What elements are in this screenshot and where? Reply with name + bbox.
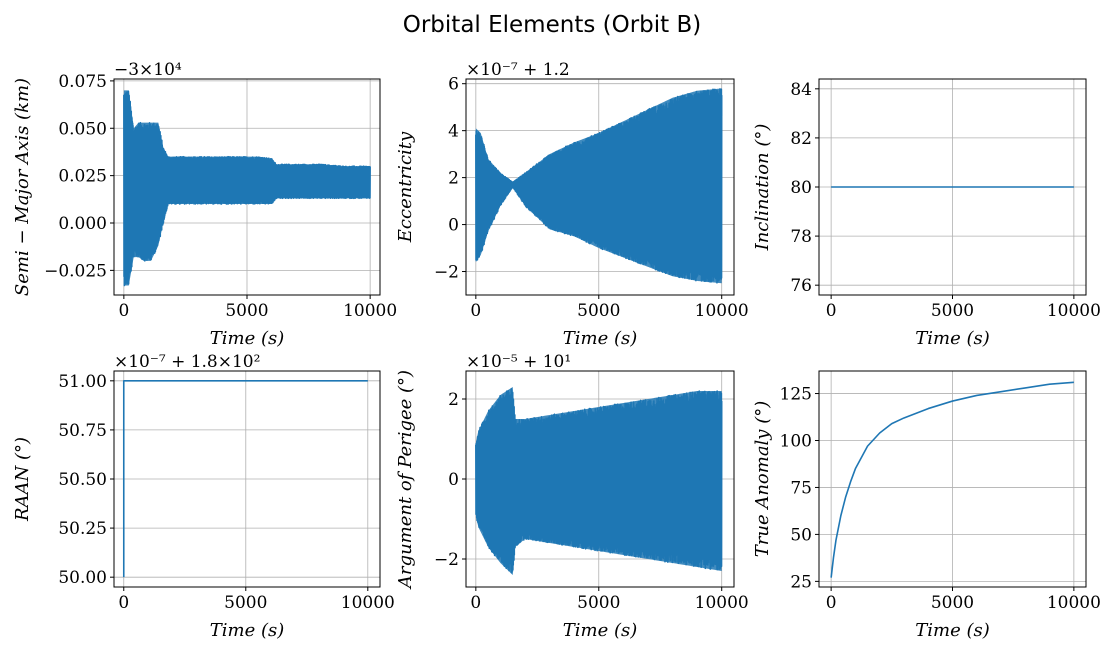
y-tick-label: 0	[448, 470, 459, 490]
series-line	[122, 380, 368, 578]
series-band	[475, 88, 722, 284]
y-tick-label: 4	[448, 122, 459, 142]
x-tick-label: 10000	[695, 301, 749, 321]
y-tick-label: 6	[448, 75, 459, 95]
y-tick-label: 84	[790, 80, 812, 100]
x-tick-label: 0	[826, 593, 837, 613]
x-tick-label: 10000	[343, 301, 397, 321]
y-tick-label: 78	[790, 227, 812, 247]
series-group	[122, 380, 368, 578]
y-axis-label: Argument of Perigee (°)	[395, 370, 416, 590]
x-tick-label: 10000	[1047, 593, 1101, 613]
y-tick-label: 2	[448, 390, 459, 410]
x-tick-label: 0	[118, 301, 129, 321]
y-tick-label: −0.025	[44, 261, 107, 281]
y-axis-label: Eccentricity	[395, 131, 416, 243]
y-tick-label: 50.50	[58, 470, 107, 490]
y-tick-label: 100	[780, 431, 812, 451]
y-tick-label: 50.00	[58, 568, 107, 588]
axis-offset-label: ×10⁻⁷ + 1.2	[466, 60, 570, 80]
x-tick-label: 0	[470, 593, 481, 613]
y-tick-label: 50	[790, 525, 812, 545]
y-tick-label: 50.75	[58, 421, 107, 441]
subplot-eccentricity: 0 5000 10000 −2 0 2 4 6 Time (s) Eccentricity ×10⁻…	[395, 60, 749, 349]
y-tick-label: 50.25	[58, 519, 107, 539]
x-axis-label: Time (s)	[915, 620, 990, 641]
x-tick-label: 0	[118, 593, 129, 613]
y-tick-label: 51.00	[58, 372, 107, 392]
x-axis-label: Time (s)	[915, 328, 990, 349]
series-line	[830, 381, 1074, 578]
y-tick-label: 25	[790, 572, 812, 592]
figure-title: Orbital Elements (Orbit B)	[403, 12, 701, 38]
y-tick-label: 125	[780, 385, 812, 405]
x-tick-label: 0	[826, 301, 837, 321]
series-group	[475, 387, 723, 575]
x-tick-label: 5000	[577, 301, 620, 321]
subplot-semi-major-axis: 0 5000 10000 −0.025 0.000 0.025 0.050 0.075 Time…	[12, 60, 397, 349]
y-tick-label: −2	[434, 263, 459, 283]
y-tick-label: 0.050	[58, 119, 107, 139]
y-tick-label: 76	[790, 276, 812, 296]
x-tick-label: 10000	[1047, 301, 1101, 321]
x-tick-label: 0	[470, 301, 481, 321]
subplot-inclination: 0 5000 10000 76 78 80 82 84 Time (s) Inclination …	[752, 78, 1101, 349]
x-axis-label: Time (s)	[210, 328, 285, 349]
axis-offset-label: −3×10⁴	[114, 60, 182, 80]
y-tick-label: 0.000	[58, 214, 107, 234]
series-group	[475, 88, 723, 284]
x-tick-label: 5000	[577, 593, 620, 613]
y-tick-label: 0	[448, 216, 459, 236]
subplot-true-anomaly: 0 5000 10000 25 50 75 100 125 Time (s) True Anoma…	[752, 370, 1101, 641]
y-tick-label: 2	[448, 169, 459, 189]
series-band	[123, 90, 371, 286]
x-axis-label: Time (s)	[563, 328, 638, 349]
series-band	[475, 387, 722, 575]
y-axis-label: RAAN (°)	[12, 437, 33, 522]
series-group	[123, 90, 371, 287]
x-tick-label: 5000	[931, 301, 974, 321]
x-tick-label: 5000	[225, 301, 268, 321]
y-tick-label: 0.075	[58, 72, 107, 92]
x-axis-label: Time (s)	[210, 620, 285, 641]
axis-offset-label: ×10⁻⁷ + 1.8×10²	[114, 352, 260, 372]
axes-frame	[465, 78, 735, 296]
x-tick-label: 10000	[341, 593, 395, 613]
y-tick-label: 75	[790, 478, 812, 498]
y-tick-label: 80	[790, 178, 812, 198]
axis-offset-label: ×10⁻⁵ + 10¹	[466, 352, 571, 372]
x-axis-label: Time (s)	[563, 620, 638, 641]
y-tick-label: 0.025	[58, 167, 107, 187]
y-tick-label: −2	[434, 550, 459, 570]
subplot-raan: 0 5000 10000 50.00 50.25 50.50 50.75 51.00 Time …	[12, 352, 395, 641]
y-axis-label: Semi − Major Axis (km)	[12, 78, 33, 296]
x-tick-label: 5000	[224, 593, 267, 613]
y-axis-label: True Anomaly (°)	[752, 401, 773, 558]
subplot-argument-of-perigee: 0 5000 10000 −2 0 2 Time (s) Argument of Perige…	[395, 352, 749, 641]
y-axis-label: Inclination (°)	[752, 124, 773, 252]
series-group	[830, 381, 1074, 578]
x-tick-label: 10000	[695, 593, 749, 613]
y-tick-label: 82	[790, 129, 812, 149]
x-tick-label: 5000	[931, 593, 974, 613]
